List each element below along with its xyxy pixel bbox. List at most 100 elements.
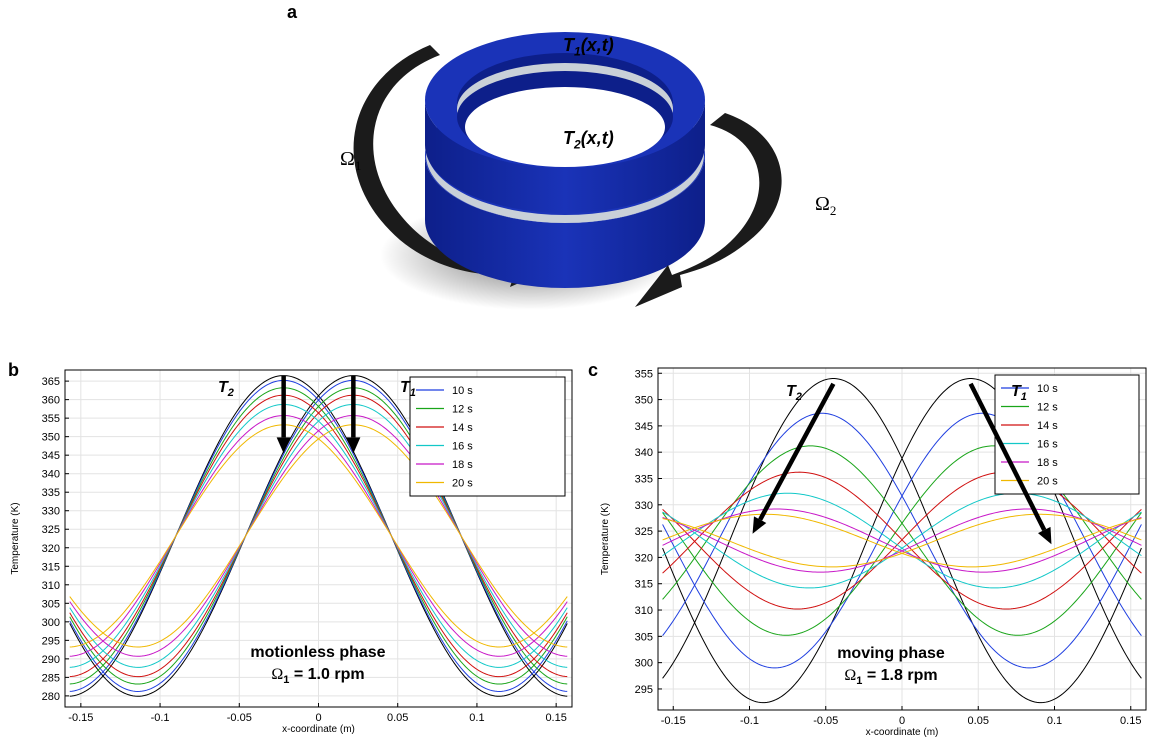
legend-entry: 10 s: [452, 385, 473, 397]
y-tick-label: 345: [42, 450, 60, 462]
series-line-t1-10s: [69, 379, 568, 692]
y-tick-label: 315: [635, 579, 653, 591]
arrow-head: [752, 516, 767, 534]
y-axis-label: Temperature (K): [10, 502, 21, 574]
y-tick-label: 305: [635, 631, 653, 643]
y-axis-label: Temperature (K): [600, 503, 611, 575]
arrow-head: [346, 437, 361, 454]
x-tick-label: 0.05: [968, 715, 989, 727]
y-tick-label: 330: [635, 500, 653, 512]
y-tick-label: 290: [42, 654, 60, 666]
legend-entry: 12 s: [452, 404, 473, 416]
y-tick-label: 365: [42, 376, 60, 388]
series-line-t1-14s: [662, 471, 1142, 610]
phase-annotation: motionless phase: [250, 644, 385, 661]
legend-entry: 10 s: [1037, 383, 1058, 395]
series-line-t1-18s: [662, 508, 1142, 573]
x-axis-label: x-coordinate (m): [866, 727, 939, 738]
y-tick-label: 295: [42, 635, 60, 647]
legend-entry: 18 s: [452, 459, 473, 471]
legend-entry: 16 s: [452, 441, 473, 453]
series-line-t1-16s: [69, 403, 568, 668]
omega2-label: Ω2: [815, 193, 837, 218]
y-tick-label: 355: [635, 368, 653, 380]
y-tick-label: 350: [635, 395, 653, 407]
arrow-shaft: [758, 382, 836, 521]
series-line-t1-14s: [69, 394, 568, 678]
speed-annotation: Ω1 = 1.8 rpm: [844, 667, 937, 687]
decay-arrows: [276, 375, 361, 454]
series-line-t1-18s: [69, 415, 568, 657]
x-tick-label: -0.15: [661, 715, 686, 727]
series-lines: [662, 378, 1142, 704]
legend-entry: 20 s: [1037, 476, 1058, 488]
chart-motionless-phase: -0.15 -0.1 -0.05 0 0.05 0.1 0.15 280 285 290 295 30…: [10, 369, 573, 735]
y-tick-label: 335: [635, 473, 653, 485]
curve-label-t1: T1: [400, 379, 416, 399]
y-tick-label: 325: [42, 524, 60, 536]
legend: 10 s 12 s 14 s 16 s 18 s 20 s: [409, 376, 566, 497]
x-tick-label: -0.1: [151, 712, 170, 724]
y-tick-label: 300: [635, 658, 653, 670]
y-tick-label: 340: [635, 447, 653, 459]
x-tick-label: 0.15: [545, 712, 566, 724]
y-tick-label: 300: [42, 617, 60, 629]
series-line-t1-20s: [69, 424, 568, 648]
phase-annotation: moving phase: [837, 645, 945, 662]
x-tick-label: 0: [899, 715, 905, 727]
omega1-label: Ω1: [340, 148, 362, 173]
y-tick-label: 355: [42, 413, 60, 425]
axis-ticks: -0.15 -0.1 -0.05 0 0.05 0.1 0.15 280 285 290 295 30…: [42, 376, 567, 724]
gridlines: [65, 370, 572, 707]
rotation-arrow-omega1: [353, 45, 555, 287]
y-tick-label: 330: [42, 506, 60, 518]
legend-entry: 14 s: [452, 422, 473, 434]
arrow-shaft: [968, 382, 1047, 531]
y-tick-label: 315: [42, 561, 60, 573]
x-tick-label: -0.1: [740, 715, 759, 727]
y-tick-label: 360: [42, 395, 60, 407]
x-tick-label: 0: [315, 712, 321, 724]
decay-arrows: [752, 382, 1052, 545]
x-tick-label: -0.15: [68, 712, 93, 724]
curve-label-t2: T2: [218, 379, 234, 399]
y-tick-label: 320: [42, 543, 60, 555]
legend-box: [409, 376, 566, 497]
x-axis-label: x-coordinate (m): [282, 724, 355, 735]
series-line-t1-12s: [69, 387, 568, 685]
y-tick-label: 335: [42, 487, 60, 499]
y-tick-label: 340: [42, 469, 60, 481]
y-tick-label: 295: [635, 684, 653, 696]
legend-entry: 14 s: [1037, 420, 1058, 432]
legend-entry: 20 s: [452, 478, 473, 490]
panel-label-b: b: [8, 360, 19, 380]
series-line-t1-10s: [662, 412, 1142, 669]
x-tick-label: 0.15: [1120, 715, 1141, 727]
curve-label-t2: T2: [786, 383, 802, 403]
x-tick-label: 0.1: [1047, 715, 1062, 727]
legend-entry: 12 s: [1037, 402, 1058, 414]
x-tick-label: -0.05: [813, 715, 838, 727]
chart-moving-phase: -0.15 -0.1 -0.05 0 0.05 0.1 0.15 295 300 305 310 31…: [600, 367, 1147, 738]
x-tick-label: 0.05: [387, 712, 408, 724]
curve-label-t1: T1: [1011, 383, 1027, 403]
y-tick-label: 320: [635, 552, 653, 564]
axis-ticks: -0.15 -0.1 -0.05 0 0.05 0.1 0.15 295 300 305 310 31…: [635, 368, 1142, 727]
upper-ring: [425, 32, 705, 213]
y-tick-label: 345: [635, 421, 653, 433]
panel-label-c: c: [588, 360, 599, 380]
legend-entry: 16 s: [1037, 439, 1058, 451]
legend-box: [994, 374, 1140, 495]
arrow-head: [276, 437, 291, 454]
speed-annotation: Ω1 = 1.0 rpm: [271, 666, 364, 686]
arrow-head: [1038, 526, 1052, 545]
series-lines: [69, 375, 568, 697]
series-line-initial-t1: [662, 378, 1142, 704]
y-tick-label: 305: [42, 598, 60, 610]
x-tick-label: -0.05: [227, 712, 252, 724]
y-tick-label: 350: [42, 432, 60, 444]
y-tick-label: 280: [42, 691, 60, 703]
y-tick-label: 325: [635, 526, 653, 538]
y-tick-label: 310: [635, 605, 653, 617]
series-line-initial-t1: [69, 375, 568, 697]
